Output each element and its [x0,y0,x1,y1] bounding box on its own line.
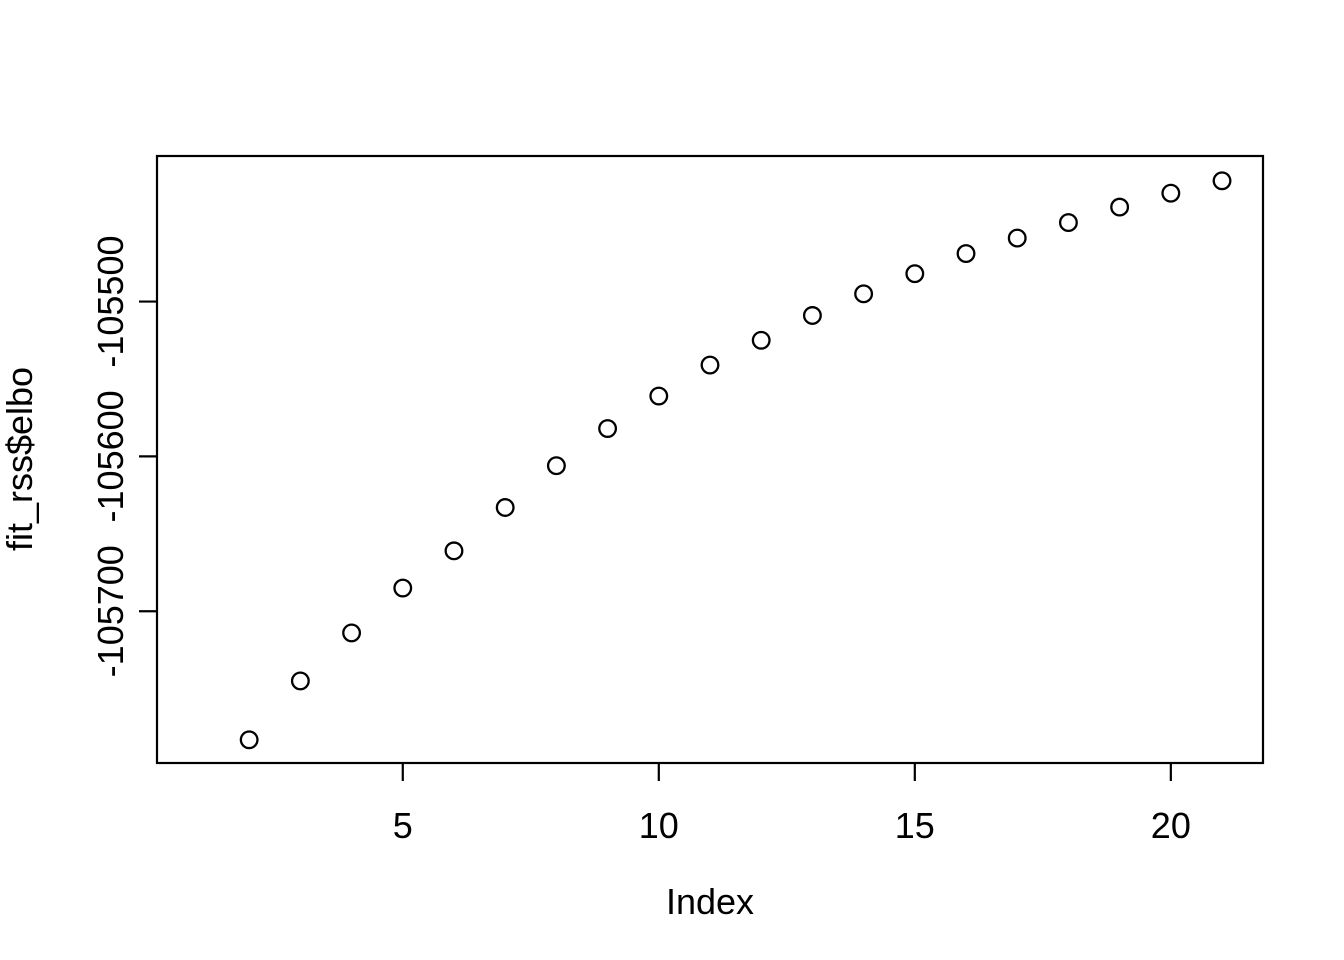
data-point [239,730,259,750]
data-point [1212,171,1232,191]
plot-box [155,154,1265,765]
data-point [751,330,771,350]
data-point [444,541,464,561]
data-point [802,306,822,325]
x-axis-tick-label: 15 [895,805,935,846]
x-axis-tick-label: 20 [1151,805,1191,846]
data-point [1161,183,1181,203]
plot-generated-layer: 5 10 15 20 -105700 -105600 -105500 [90,154,1265,846]
x-axis-title: Index [666,881,754,922]
data-point [546,456,566,476]
x-axis-tick-label: 10 [639,805,679,846]
data-point [342,623,362,643]
y-axis-tick-label: -105600 [90,390,131,522]
data-point [598,419,618,438]
data-point [1110,197,1130,217]
x-axis-tick-label: 5 [393,805,413,846]
data-point [290,671,310,691]
y-axis-tick-label: -105700 [90,545,131,677]
data-point [495,498,515,517]
y-axis-tick-label: -105500 [90,235,131,367]
y-axis-title: fit_rss$elbo [0,367,40,551]
data-point [700,355,720,375]
data-point [1058,213,1078,233]
data-point [1007,228,1027,248]
data-point [649,386,669,406]
data-point [956,244,976,264]
data-point [854,284,874,304]
data-point [393,578,413,598]
data-point [905,264,925,284]
